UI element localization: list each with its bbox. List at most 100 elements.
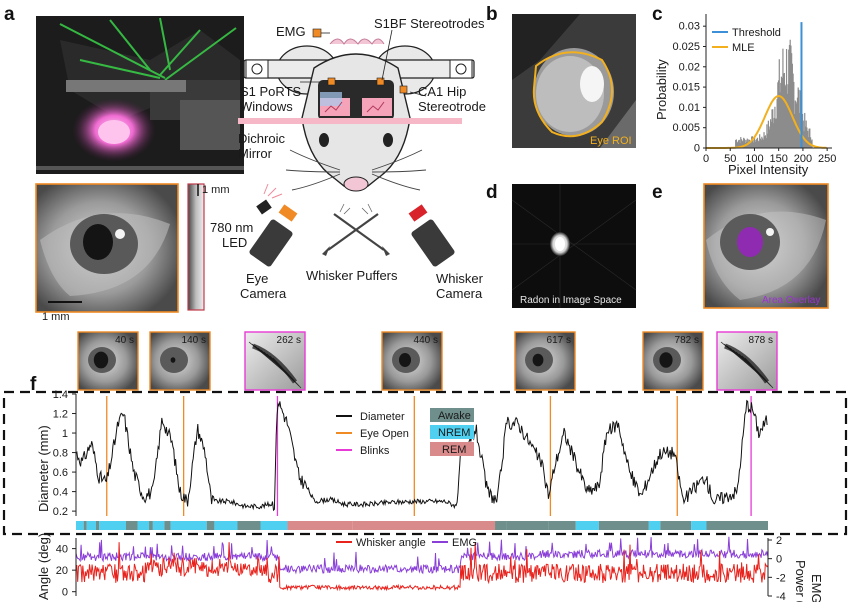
histogram-y-tick-label: 0.02 — [679, 61, 700, 73]
histogram-bar — [761, 136, 763, 148]
angle-y-tick-label: 0 — [62, 587, 68, 599]
histogram-bar — [740, 137, 742, 148]
histogram-bar — [793, 113, 796, 148]
histogram-y-tick-label: 0.03 — [679, 21, 700, 33]
legend-nrem: NREM — [438, 427, 470, 439]
histogram-x-tick-label: 150 — [770, 153, 788, 165]
diameter-y-tick-label: 0.2 — [53, 506, 68, 518]
thumbnail-whisker: 262 s — [244, 331, 306, 391]
histogram-y-tick-label: 0.025 — [672, 41, 700, 53]
histogram-bar — [739, 142, 741, 148]
histogram-bar — [756, 137, 759, 148]
histogram-bar — [758, 141, 760, 148]
histogram-bar — [743, 137, 745, 148]
thumbnail-time: 617 s — [547, 335, 571, 346]
thumbnail-eye: 782 s — [642, 331, 704, 391]
histogram-bar — [749, 142, 751, 148]
histogram-y-ticks: 0 0.005 0.01 0.015 0.02 0.025 0.03 — [672, 21, 706, 155]
histogram-bar — [753, 140, 755, 148]
histogram-bar — [781, 78, 783, 148]
legend-eye-open: Eye Open — [360, 428, 409, 440]
histogram-bar — [742, 141, 744, 148]
histogram-bar — [785, 49, 788, 148]
label-ca1-1: CA1 Hip — [418, 84, 466, 99]
histogram-bar — [807, 130, 809, 148]
histogram-bar — [750, 143, 752, 148]
histogram-chart: 0 0.005 0.01 0.015 0.02 0.025 0.03 0 50 100 150 20… — [672, 14, 836, 165]
diameter-y-tick-label: 1.2 — [53, 409, 68, 421]
histogram-bar — [805, 120, 807, 148]
histogram-x-tick-label: 200 — [794, 153, 812, 165]
sleep-state-segment — [237, 521, 261, 530]
legend-awake-swatch — [430, 408, 474, 422]
thumbnail-eye: 617 s — [514, 331, 576, 391]
histogram-bar — [793, 81, 795, 148]
histogram-bar — [776, 99, 778, 148]
whisker-camera-icon — [408, 204, 455, 267]
sleep-state-segment — [125, 521, 138, 530]
histogram-bar — [735, 139, 738, 148]
area-overlay-image — [703, 183, 829, 309]
histogram-bar — [788, 49, 790, 149]
diameter-y-tick-label: 0.8 — [53, 448, 68, 460]
sleep-state-segment — [137, 521, 150, 530]
histogram-bar — [774, 106, 776, 148]
histogram-bar — [777, 82, 779, 148]
label-dichroic-1: Dichroic — [238, 131, 285, 146]
histogram-bar — [777, 80, 780, 148]
histogram-bar — [783, 72, 785, 148]
histogram-bar — [775, 118, 777, 148]
histogram-bar — [804, 126, 807, 148]
thumbnail-whisker: 878 s — [716, 331, 778, 391]
histogram-bar — [759, 134, 761, 148]
histogram-bar — [767, 133, 769, 148]
sleep-state-segment — [99, 521, 126, 530]
histogram-bar — [791, 63, 793, 148]
sleep-state-segment — [214, 521, 238, 530]
label-eye-camera-2: Camera — [240, 286, 287, 301]
sleep-state-segment — [352, 521, 496, 530]
histogram-bar — [787, 84, 789, 148]
histogram-bar — [797, 87, 799, 148]
sleep-state-segment — [495, 521, 507, 530]
dashed-highlight-box — [2, 390, 848, 536]
angle-y-ticks: 0 20 40 — [56, 544, 76, 599]
histogram-bar — [780, 82, 782, 148]
diameter-chart: 0.2 0.4 0.6 0.8 1 1.2 1.4 — [53, 389, 768, 518]
label-whisker-camera-1: Whisker — [436, 271, 484, 286]
histogram-y-tick-label: 0.01 — [679, 102, 700, 114]
sleep-state-segment — [76, 521, 84, 530]
sleep-state-segment — [206, 521, 215, 530]
thumbnail-eye: 140 s — [149, 331, 211, 391]
histogram-bar — [771, 109, 773, 148]
histogram-bar — [764, 136, 766, 148]
histogram-bar — [801, 113, 804, 148]
histogram-bar — [770, 121, 772, 148]
panel-label-b: b — [486, 4, 498, 25]
diameter-ylabel: Diameter (mm) — [36, 425, 51, 512]
histogram-bar — [772, 123, 775, 148]
thumbnail-time: 782 s — [675, 335, 699, 346]
angle-ylabel: Angle (deg) — [36, 533, 51, 600]
histogram-bar — [754, 141, 756, 148]
emg-ylabel-1: EMG — [809, 574, 824, 602]
panel-label-e: e — [652, 182, 663, 203]
histogram-bar — [799, 90, 801, 148]
eye-camera-icon — [249, 204, 298, 267]
histogram-bar — [783, 73, 785, 148]
histogram-bar — [809, 128, 811, 148]
histogram-bar — [802, 120, 804, 148]
histogram-bar — [809, 137, 812, 148]
legend-nrem-swatch — [430, 425, 474, 439]
histogram-x-tick-label: 100 — [745, 153, 763, 165]
histogram-bar — [738, 139, 740, 148]
sleep-state-segment — [95, 521, 100, 530]
whisker-angle-trace — [75, 542, 769, 592]
histogram-x-ticks: 0 50 100 150 200 250 — [703, 148, 836, 165]
sleep-state-segment — [170, 521, 207, 530]
histogram-bar — [763, 132, 765, 148]
histogram-x-tick-label: 250 — [818, 153, 836, 165]
histogram-bar — [756, 138, 758, 148]
